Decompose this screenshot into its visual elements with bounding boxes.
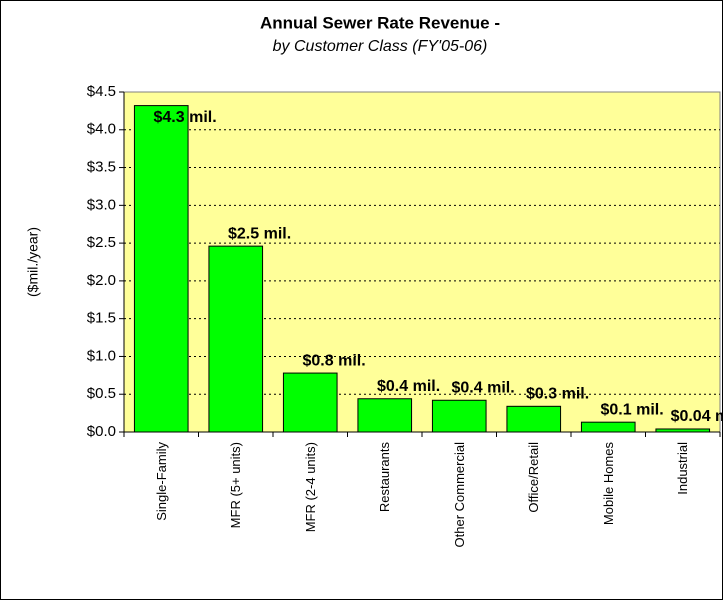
bar [208, 245, 264, 433]
x-tick-label: Office/Retail [526, 442, 542, 513]
x-tick-label: MFR (2-4 units) [302, 442, 318, 533]
data-label: $0.4 mil. [377, 378, 440, 395]
y-tick-label: $3.0 [87, 196, 116, 213]
data-label: $0.1 mil. [601, 401, 664, 418]
data-label: $0.4 mil. [452, 379, 515, 396]
bar [580, 421, 636, 433]
x-tick-label: Other Commercial [451, 442, 467, 548]
data-label: $4.3 mil. [154, 109, 217, 126]
x-tick-label: MFR (5+ units) [228, 442, 244, 529]
bar [282, 372, 338, 433]
y-tick-label: $1.5 [87, 310, 116, 327]
x-tick-label: Mobile Homes [600, 442, 616, 526]
bar [655, 428, 711, 433]
y-tick-label: $2.5 [87, 234, 116, 251]
y-tick-label: $4.5 [87, 83, 116, 100]
y-tick-label: $0.0 [87, 423, 116, 440]
y-tick-label: $4.0 [87, 121, 116, 138]
x-tick-label: Single-Family [153, 442, 169, 521]
y-tick-label: $2.0 [87, 272, 116, 289]
data-label: $2.5 mil. [228, 225, 291, 242]
x-tick-label: Restaurants [377, 442, 393, 513]
bar [431, 399, 487, 433]
bar [133, 105, 189, 433]
x-tick-label: Industrial [675, 442, 691, 495]
data-label: $0.3 mil. [526, 386, 589, 403]
y-tick-label: $1.0 [87, 347, 116, 364]
chart-title: Annual Sewer Rate Revenue - [260, 13, 500, 32]
bar [506, 405, 562, 433]
y-tick-label: $0.5 [87, 385, 116, 402]
data-label: $0.8 mil. [303, 352, 366, 369]
bar [357, 398, 413, 433]
chart-subtitle: by Customer Class (FY'05-06) [273, 38, 488, 55]
y-tick-label: $3.5 [87, 159, 116, 176]
y-axis-label: ($mil./year) [25, 227, 41, 297]
data-label: $0.04 mil. [671, 408, 723, 425]
